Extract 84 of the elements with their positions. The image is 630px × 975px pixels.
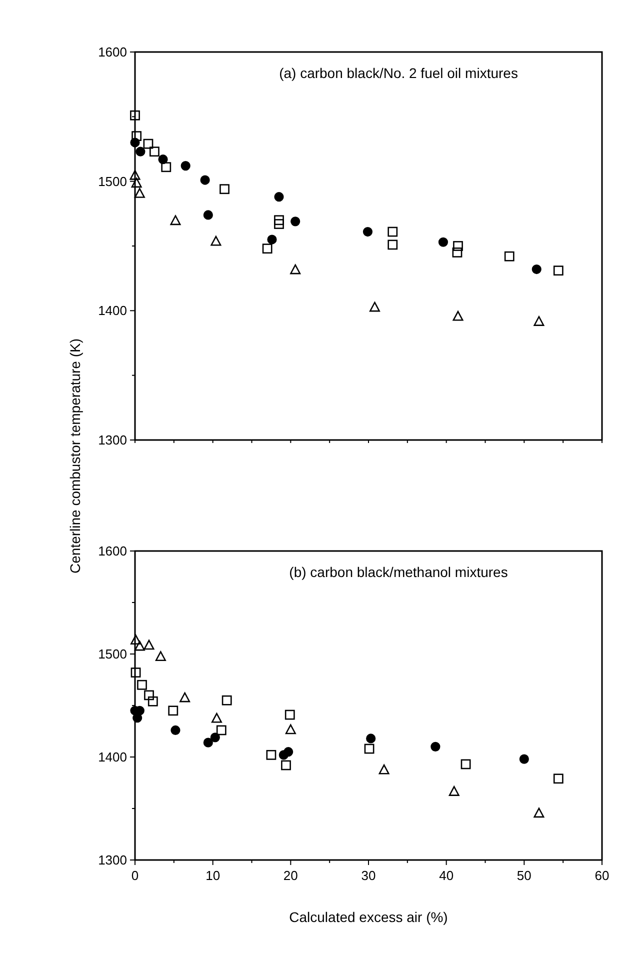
point bbox=[262, 244, 272, 254]
point bbox=[136, 146, 146, 156]
point bbox=[281, 760, 291, 770]
x-tick-label: 60 bbox=[594, 868, 610, 883]
point bbox=[378, 764, 390, 774]
point bbox=[150, 146, 160, 157]
x-tick-label: 50 bbox=[516, 868, 532, 883]
point bbox=[132, 131, 142, 142]
point bbox=[137, 680, 147, 690]
point bbox=[170, 725, 180, 736]
y-tick-label: 1600 bbox=[98, 544, 127, 558]
point bbox=[210, 732, 220, 742]
point bbox=[203, 210, 213, 220]
y-tick-label: 1400 bbox=[98, 750, 127, 764]
point bbox=[285, 724, 296, 734]
point bbox=[148, 696, 158, 706]
point bbox=[532, 264, 542, 274]
point bbox=[143, 138, 154, 149]
point bbox=[144, 690, 154, 700]
point bbox=[274, 192, 284, 202]
point bbox=[130, 634, 142, 645]
point bbox=[267, 234, 277, 244]
point bbox=[216, 725, 226, 736]
y-tick-label: 1500 bbox=[98, 174, 127, 189]
x-tick-label: 10 bbox=[206, 868, 220, 883]
point bbox=[131, 178, 142, 188]
point bbox=[460, 759, 471, 770]
point bbox=[180, 692, 190, 702]
point bbox=[453, 241, 463, 251]
point bbox=[134, 640, 145, 651]
point bbox=[504, 251, 514, 262]
point bbox=[134, 188, 145, 198]
point bbox=[170, 215, 181, 226]
point bbox=[203, 738, 213, 748]
point bbox=[222, 695, 232, 706]
point bbox=[155, 651, 166, 662]
point bbox=[130, 668, 141, 678]
point bbox=[388, 240, 398, 250]
point bbox=[369, 302, 380, 312]
point bbox=[130, 170, 140, 180]
point bbox=[366, 734, 376, 744]
point bbox=[161, 162, 172, 172]
text: (a) carbon black/No. 2 fuel oil mixtures bbox=[279, 65, 518, 81]
point bbox=[290, 216, 300, 226]
point bbox=[448, 786, 460, 796]
x-tick-label: 20 bbox=[283, 868, 298, 883]
point bbox=[284, 747, 294, 757]
point bbox=[210, 236, 222, 246]
point bbox=[452, 310, 464, 321]
y-axis-title: Centerline combustor temperature (K) bbox=[67, 338, 83, 574]
y-tick-label: 1400 bbox=[98, 303, 127, 318]
point bbox=[266, 750, 276, 760]
point bbox=[274, 215, 284, 226]
point bbox=[553, 266, 564, 276]
point bbox=[284, 710, 295, 720]
y-tick-label: 1500 bbox=[98, 646, 127, 662]
y-tick-label: 1300 bbox=[98, 432, 127, 448]
x-axis-title: Calculated excess air (%) bbox=[289, 909, 448, 925]
point bbox=[362, 226, 373, 237]
point bbox=[200, 175, 210, 185]
point bbox=[290, 264, 301, 274]
point bbox=[452, 248, 462, 258]
point bbox=[534, 808, 544, 818]
y-tick-label: 1300 bbox=[98, 852, 127, 868]
point bbox=[438, 237, 448, 247]
point bbox=[274, 219, 284, 229]
point bbox=[130, 110, 140, 120]
point bbox=[220, 184, 230, 194]
x-tick-label: 0 bbox=[131, 868, 139, 883]
point bbox=[364, 744, 374, 754]
point bbox=[132, 713, 142, 723]
point bbox=[144, 640, 154, 650]
point bbox=[180, 161, 190, 171]
point bbox=[519, 754, 529, 764]
y-tick-label: 1600 bbox=[98, 44, 127, 60]
text: (b) carbon black/methanol mixtures bbox=[289, 564, 508, 580]
x-tick-label: 30 bbox=[361, 868, 376, 883]
point bbox=[211, 712, 222, 723]
point bbox=[168, 706, 178, 716]
point bbox=[553, 774, 564, 784]
point bbox=[430, 742, 440, 752]
point bbox=[534, 316, 544, 326]
point bbox=[388, 226, 398, 237]
x-tick-label: 40 bbox=[439, 868, 454, 883]
